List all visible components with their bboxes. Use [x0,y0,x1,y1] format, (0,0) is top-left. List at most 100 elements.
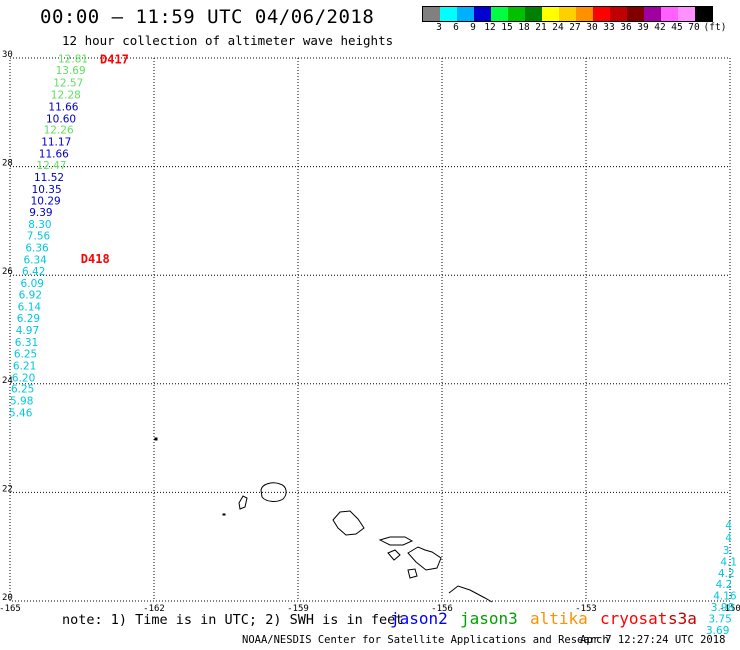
wave-height-value: 5.46 [9,408,33,420]
wave-height-value: 6.42 [22,266,45,278]
wave-height-value: 12.47 [36,160,66,172]
legend-label: 30 [586,22,598,33]
lon-tick-label: -156 [431,604,453,614]
wave-height-value: 12.26 [44,125,74,137]
legend-label: 27 [569,22,581,33]
wave-height-value: 9.39 [29,207,52,219]
footer-note: note: 1) Time is in UTC; 2) SWH is in fe… [62,612,404,628]
island-hawaii [448,585,493,603]
wave-height-value: 6.34 [23,254,47,266]
wave-height-value: 3.75 [708,613,731,625]
wave-height-value: 4.97 [16,325,39,337]
wave-height-value: 10.35 [32,184,62,196]
lat-tick-label: 20 [2,593,13,603]
credit-text: NOAA/NESDIS Center for Satellite Applica… [242,634,609,646]
legend-swatch [474,7,491,21]
legend-swatch [695,7,712,21]
wave-height-value: 6.31 [15,337,38,349]
wave-height-value: 6.92 [19,290,42,302]
legend-swatch [576,7,593,21]
wave-height-value: 11.17 [41,137,71,149]
legend-swatch [627,7,644,21]
wave-height-value: 11.66 [39,149,69,161]
wave-height-value: 6.36 [25,243,49,255]
wave-height-value: 7.56 [27,231,51,243]
wave-height-value: 10.29 [31,195,61,207]
wave-height-value: 3. [723,545,733,557]
wave-height-value: 4.16 [713,591,737,603]
satellite-label-jason3: jason3 [460,609,518,628]
legend-label: 15 [501,22,513,33]
legend-label: 45 [671,22,683,33]
lon-tick-label: -159 [287,604,309,614]
island-kaula [222,513,226,516]
legend-swatch [457,7,474,21]
track-id-marker: D418 [81,252,110,266]
legend-swatch [542,7,559,21]
lon-tick-label: -150 [719,604,740,614]
wave-height-value: 12.57 [53,77,83,89]
satellite-label-jason2: jason2 [390,609,448,628]
wave-height-value: 6.29 [17,313,40,325]
island-nihoa [154,437,158,441]
island-lanai [387,549,401,561]
island-niihau [238,495,248,510]
coastline [154,437,493,603]
legend-label: 70 [688,22,700,33]
lat-tick-label: 30 [2,50,13,60]
track-markers: D417 D418 [81,53,129,266]
wave-height-value: 6.25 [11,384,34,396]
legend-label: 24 [552,22,564,33]
legend-label: 21 [535,22,547,33]
graticule: -165 -162 -159 -156 -153 -150 30 28 26 24 22 20 [0,50,740,614]
legend-swatch [678,7,695,21]
island-molokai [378,536,414,546]
wave-height-value: 6.25 [14,348,37,360]
page-title: 00:00 – 11:59 UTC 04/06/2018 [40,6,375,28]
wave-height-value: 12.81 [58,54,88,66]
wave-height-value: 3.69 [706,625,729,637]
island-oahu [332,510,365,536]
legend-swatch [644,7,661,21]
wave-height-value: 10.60 [46,113,76,125]
legend-swatch [508,7,525,21]
color-legend-labels: 3 6 9 12 15 18 21 24 27 30 33 36 39 42 45 70 (ft) [422,22,740,34]
lat-tick-label: 22 [2,484,13,494]
lat-tick-label: 24 [2,376,13,386]
wave-height-value: 4 [725,532,732,544]
island-maui [407,546,442,571]
lat-tick-label: 26 [2,267,13,277]
wave-height-value: 13.69 [56,65,86,77]
legend-swatch [593,7,610,21]
page-subtitle: 12 hour collection of altimeter wave hei… [62,33,394,48]
wave-height-value: 6.20 [12,372,35,384]
track-id-marker: D417 [100,53,129,67]
satellite-label-altika: altika [530,609,588,628]
legend-label: (ft) [703,22,727,33]
satellite-label-s3a: s3a [668,609,697,628]
wave-height-value: 4.2 [718,568,735,580]
legend-label: 36 [620,22,632,33]
wave-height-value: 3.98 [711,602,734,614]
wave-height-value: 12.28 [51,89,81,101]
wave-height-value: 4.1 [720,556,737,568]
wave-height-value: 11.66 [48,101,78,113]
legend-swatch [440,7,457,21]
wave-height-value: 4.2 [716,579,733,591]
legend-label: 6 [453,22,459,33]
wave-height-value: 6.09 [21,278,44,290]
track-west-values: 12.8113.6912.5712.2811.6610.6012.2611.17… [9,54,88,420]
legend-label: 42 [654,22,666,33]
legend-swatch [661,7,678,21]
legend-label: 3 [436,22,442,33]
legend-swatch [525,7,542,21]
lon-tick-label: -153 [575,604,597,614]
island-kahoolawe [407,568,418,579]
legend-swatch [610,7,627,21]
lon-tick-label: -162 [143,604,165,614]
legend-label: 9 [470,22,476,33]
track-east-values: 443.4.14.24.24.163.983.753.69 [706,520,737,637]
wave-height-value: 5.98 [10,396,33,408]
wave-height-value: 8.30 [28,219,51,231]
plot-frame [9,57,731,602]
